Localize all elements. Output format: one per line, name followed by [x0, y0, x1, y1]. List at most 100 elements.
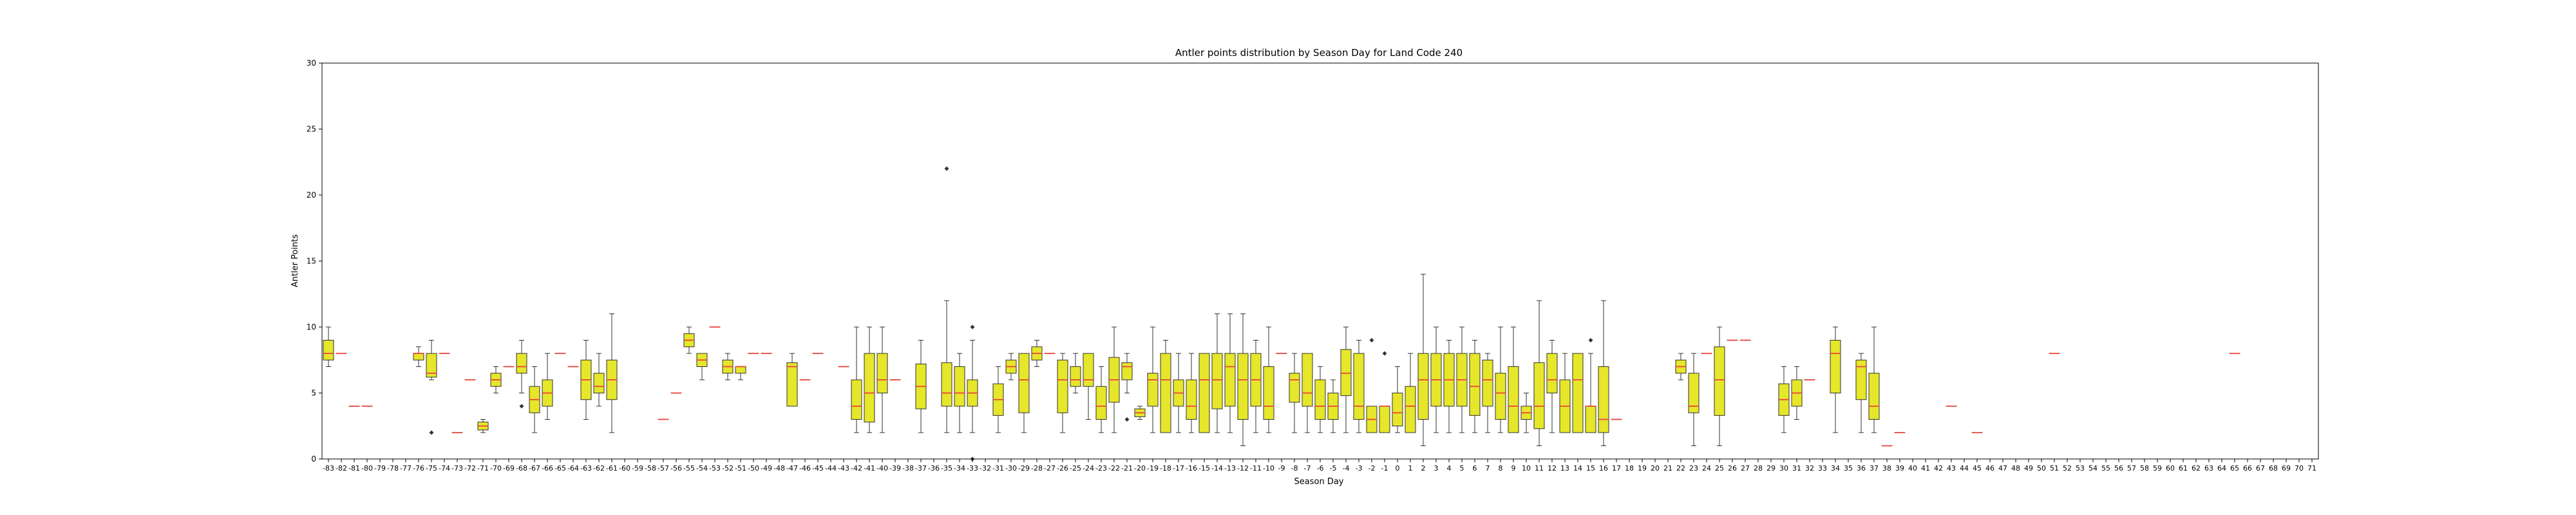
- x-tick-label: -16: [1186, 464, 1197, 473]
- x-tick-label: -79: [374, 464, 386, 473]
- box-day--40: [876, 326, 888, 433]
- iqr-box: [851, 379, 862, 420]
- iqr-box: [1224, 353, 1236, 407]
- x-tick-label: 65: [2230, 464, 2239, 473]
- box-day--2: [1366, 337, 1378, 433]
- box-day--17: [1173, 353, 1184, 433]
- x-tick-label: -78: [387, 464, 399, 473]
- iqr-box: [1469, 353, 1481, 416]
- x-tick-label: -40: [876, 464, 888, 473]
- x-tick-label: 36: [1857, 464, 1866, 473]
- x-tick-label: -64: [567, 464, 579, 473]
- x-tick-label: 68: [2269, 464, 2278, 473]
- x-tick-label: 44: [1960, 464, 1969, 473]
- box-day-8: [1495, 326, 1506, 433]
- box-day--71: [477, 419, 489, 433]
- x-tick-label: -25: [1070, 464, 1081, 473]
- x-tick-label: -61: [606, 464, 618, 473]
- x-tick-label: 1: [1408, 464, 1413, 473]
- x-tick-label: -2: [1368, 464, 1376, 473]
- x-tick-label: 10: [1522, 464, 1531, 473]
- box-day--41: [864, 326, 875, 433]
- x-tick-label: -20: [1134, 464, 1146, 473]
- x-tick-label: -82: [336, 464, 347, 473]
- box-day-37: [1868, 326, 1880, 433]
- box-day-4: [1443, 340, 1455, 433]
- iqr-box: [941, 362, 952, 407]
- x-tick-label: -66: [542, 464, 553, 473]
- x-tick-label: -48: [773, 464, 785, 473]
- x-tick-label: -45: [812, 464, 824, 473]
- x-tick-label: -54: [696, 464, 708, 473]
- iqr-box: [1057, 359, 1068, 413]
- box-day--15: [1198, 353, 1210, 433]
- box-day--62: [593, 353, 605, 407]
- x-tick-label: -33: [967, 464, 978, 473]
- box-day-22: [1675, 353, 1687, 380]
- x-tick-label: 57: [2127, 464, 2136, 473]
- x-tick-label: 34: [1831, 464, 1840, 473]
- x-tick-label: -68: [516, 464, 527, 473]
- box-day--19: [1147, 326, 1159, 433]
- iqr-box: [1405, 386, 1416, 433]
- x-tick-label: -42: [851, 464, 862, 473]
- box-day--21: [1121, 353, 1133, 422]
- x-tick-label: -59: [632, 464, 643, 473]
- box-day-13: [1559, 353, 1571, 433]
- iqr-box: [1083, 353, 1094, 387]
- x-tick-label: 40: [1908, 464, 1917, 473]
- iqr-box: [413, 353, 424, 360]
- box-day-31: [1791, 366, 1803, 420]
- box-day-3: [1430, 326, 1442, 433]
- box-day--1: [1379, 351, 1390, 433]
- box-day-36: [1855, 353, 1867, 433]
- x-tick-label: 11: [1535, 464, 1544, 473]
- box-day-30: [1778, 366, 1790, 433]
- x-tick-label: -23: [1095, 464, 1107, 473]
- x-tick-label: 50: [2037, 464, 2046, 473]
- x-tick-label: 70: [2295, 464, 2304, 473]
- box-day--67: [529, 366, 540, 433]
- box-day-16: [1598, 300, 1609, 446]
- box-day--26: [1057, 353, 1068, 433]
- x-tick-label: -36: [928, 464, 940, 473]
- x-tick-label: -49: [761, 464, 772, 473]
- iqr-box: [1340, 349, 1352, 397]
- x-tick-label: -35: [941, 464, 952, 473]
- x-tick-label: -12: [1237, 464, 1249, 473]
- box-day--22: [1108, 326, 1120, 433]
- x-tick-label: -77: [400, 464, 412, 473]
- x-tick-label: 51: [2050, 464, 2059, 473]
- x-tick-label: -52: [722, 464, 734, 473]
- x-axis-label: Season Day: [1294, 477, 1344, 487]
- x-tick-label: -37: [915, 464, 927, 473]
- iqr-box: [1121, 362, 1133, 380]
- x-tick-label: 60: [2166, 464, 2175, 473]
- x-tick-label: -43: [838, 464, 849, 473]
- iqr-box: [1855, 359, 1867, 400]
- x-tick-label: 2: [1421, 464, 1426, 473]
- x-tick-label: -53: [709, 464, 721, 473]
- x-tick-label: -73: [451, 464, 463, 473]
- iqr-box: [1211, 353, 1223, 409]
- box-day--28: [1031, 340, 1043, 367]
- y-tick-label: 15: [307, 257, 316, 266]
- box-day--63: [580, 340, 592, 420]
- iqr-box: [1688, 373, 1700, 413]
- outlier-point: [1382, 351, 1387, 356]
- y-tick-label: 10: [307, 323, 316, 332]
- box-day-6: [1469, 340, 1481, 433]
- x-tick-label: 28: [1754, 464, 1763, 473]
- x-tick-label: 23: [1689, 464, 1698, 473]
- x-tick-label: -55: [683, 464, 695, 473]
- iqr-box: [786, 362, 798, 407]
- x-axis: -83 -82 -81 -80 -79 -78 -77 -76 -75 -74 -73 -72 -71-…: [323, 459, 2316, 473]
- iqr-box: [1018, 353, 1030, 413]
- x-tick-label: 20: [1651, 464, 1660, 473]
- x-tick-label: -41: [864, 464, 875, 473]
- box-day--70: [490, 366, 502, 393]
- x-tick-label: -46: [799, 464, 811, 473]
- x-tick-label: -29: [1018, 464, 1030, 473]
- x-tick-label: 66: [2243, 464, 2252, 473]
